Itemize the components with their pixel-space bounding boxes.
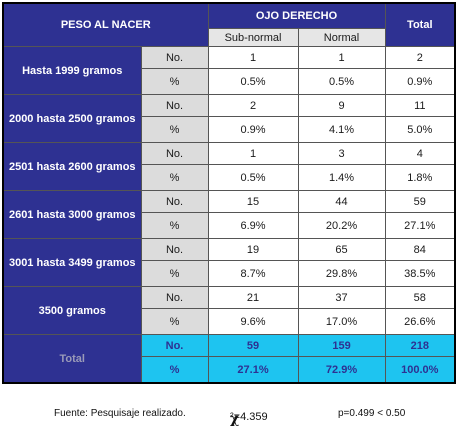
count-label: No. [140, 142, 209, 165]
cell-normal-count: 37 [297, 286, 386, 309]
cell-subnormal-percent: 0.5% [207, 164, 299, 191]
table-row: 2501 hasta 2600 gramos No. 1 3 4 [2, 142, 456, 191]
table-footer: Fuente: Pesquisaje realizado. χ ²=4.359 p… [0, 405, 457, 427]
cell-normal-percent: 0.5% [297, 68, 386, 95]
cell-subnormal-count: 2 [207, 94, 299, 117]
cell-total-count: 4 [384, 142, 456, 165]
total-count-label: No. [140, 334, 209, 357]
cell-subnormal-percent: 0.9% [207, 116, 299, 143]
p-value: p=0.499 < 0.50 [338, 408, 406, 419]
table-row: % 0.9% 4.1% 5.0% [3, 116, 456, 143]
percent-label: % [140, 68, 209, 95]
total-percent-label: % [140, 356, 209, 384]
subheader-row: Sub-normal Normal [3, 28, 455, 47]
table-row: % 8.7% 29.8% 38.5% [3, 260, 456, 287]
cell-normal-count: 44 [297, 190, 386, 213]
cell-normal-percent: 1.4% [297, 164, 386, 191]
table-row: Hasta 1999 gramos No. 1 1 2 [2, 46, 456, 95]
cell-total-count: 84 [384, 238, 456, 261]
cell-subnormal-percent: 6.9% [207, 212, 299, 239]
cell-total-percent: 26.6% [384, 308, 456, 335]
total-subnormal-count: 59 [207, 334, 299, 357]
total-row: % 27.1% 72.9% 100.0% [3, 356, 456, 384]
cell-subnormal-percent: 0.5% [207, 68, 299, 95]
cell-normal-percent: 20.2% [297, 212, 386, 239]
col-header-eye: OJO DERECHO [207, 2, 386, 29]
birth-weight-table: PESO AL NACER OJO DERECHO Total Sub-norm… [2, 2, 457, 384]
weight-group-label: 2000 hasta 2500 gramos [2, 94, 142, 143]
cell-normal-count: 65 [297, 238, 386, 261]
header-row: PESO AL NACER OJO DERECHO Total [2, 2, 456, 47]
cell-normal-percent: 29.8% [297, 260, 386, 287]
subheader-normal: Normal [297, 28, 386, 47]
cell-subnormal-count: 1 [207, 142, 299, 165]
cell-total-percent: 5.0% [384, 116, 456, 143]
total-normal-percent: 72.9% [297, 356, 386, 384]
total-total-percent: 100.0% [384, 356, 456, 384]
cell-total-count: 11 [384, 94, 456, 117]
percent-label: % [140, 116, 209, 143]
cell-normal-percent: 4.1% [297, 116, 386, 143]
chi-symbol: χ [230, 411, 240, 427]
cell-normal-count: 3 [297, 142, 386, 165]
weight-group-label: 3001 hasta 3499 gramos [2, 238, 142, 287]
cell-subnormal-percent: 8.7% [207, 260, 299, 287]
weight-group-label: Hasta 1999 gramos [2, 46, 142, 95]
count-label: No. [140, 286, 209, 309]
cell-total-percent: 38.5% [384, 260, 456, 287]
total-row: Total No. 59 159 218 [2, 334, 456, 384]
source-note: Fuente: Pesquisaje realizado. [54, 408, 186, 419]
cell-normal-percent: 17.0% [297, 308, 386, 335]
count-label: No. [140, 190, 209, 213]
weight-group-label: 3500 gramos [2, 286, 142, 335]
table-row: % 6.9% 20.2% 27.1% [3, 212, 456, 239]
total-normal-count: 159 [297, 334, 386, 357]
cell-subnormal-count: 15 [207, 190, 299, 213]
cell-total-count: 59 [384, 190, 456, 213]
percent-label: % [140, 212, 209, 239]
table-row: 2000 hasta 2500 gramos No. 2 9 11 [2, 94, 456, 143]
count-label: No. [140, 46, 209, 69]
cell-subnormal-count: 21 [207, 286, 299, 309]
cell-normal-count: 1 [297, 46, 386, 69]
cell-total-percent: 0.9% [384, 68, 456, 95]
table-row: 3001 hasta 3499 gramos No. 19 65 84 [2, 238, 456, 287]
percent-label: % [140, 164, 209, 191]
total-total-count: 218 [384, 334, 456, 357]
table-row: % 0.5% 0.5% 0.9% [3, 68, 456, 95]
weight-group-label: 2501 hasta 2600 gramos [2, 142, 142, 191]
cell-total-count: 58 [384, 286, 456, 309]
cell-subnormal-count: 19 [207, 238, 299, 261]
cell-subnormal-percent: 9.6% [207, 308, 299, 335]
table-row: % 0.5% 1.4% 1.8% [3, 164, 456, 191]
count-label: No. [140, 94, 209, 117]
cell-total-count: 2 [384, 46, 456, 69]
col-header-weight: PESO AL NACER [2, 2, 209, 47]
percent-label: % [140, 308, 209, 335]
cell-subnormal-count: 1 [207, 46, 299, 69]
table-row: 3500 gramos No. 21 37 58 [2, 286, 456, 335]
weight-group-label: 2601 hasta 3000 gramos [2, 190, 142, 239]
table-row: 2601 hasta 3000 gramos No. 15 44 59 [2, 190, 456, 239]
chi-value: ²=4.359 [230, 411, 268, 423]
cell-total-percent: 27.1% [384, 212, 456, 239]
total-subnormal-percent: 27.1% [207, 356, 299, 384]
count-label: No. [140, 238, 209, 261]
cell-normal-count: 9 [297, 94, 386, 117]
percent-label: % [140, 260, 209, 287]
subheader-subnormal: Sub-normal [207, 28, 299, 47]
cell-total-percent: 1.8% [384, 164, 456, 191]
total-label: Total [2, 334, 142, 384]
col-header-total: Total [384, 2, 456, 47]
